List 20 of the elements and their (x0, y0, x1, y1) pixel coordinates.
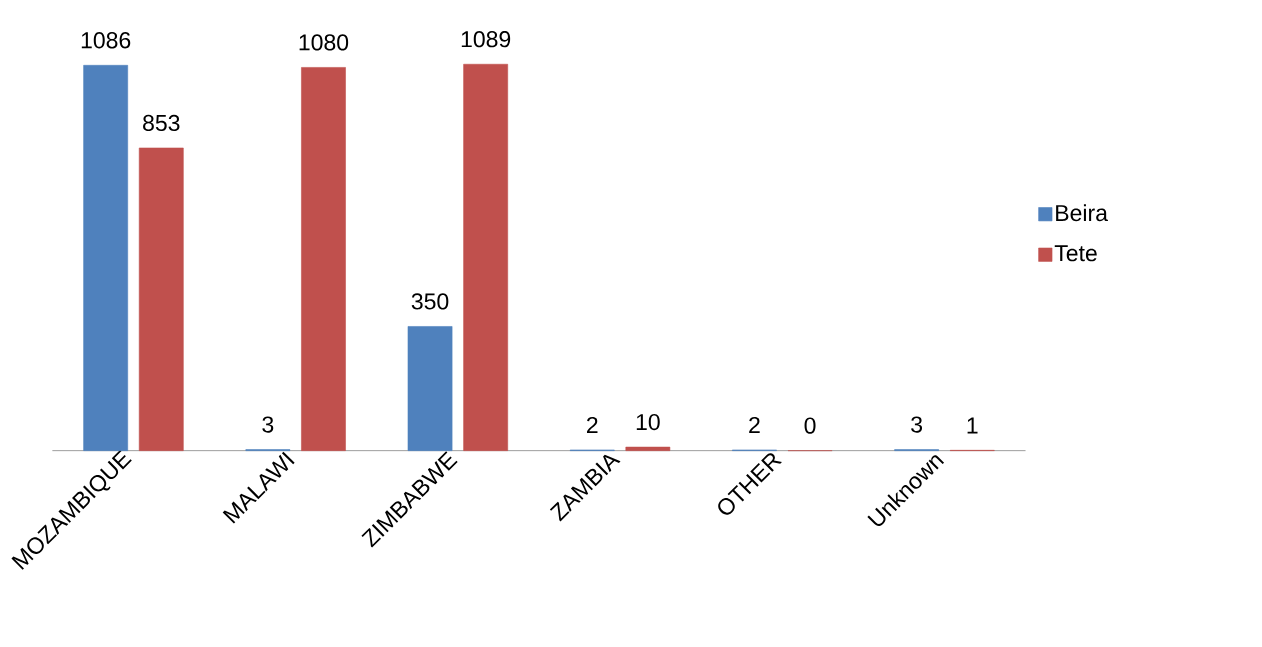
bar (407, 326, 453, 451)
bar (83, 64, 128, 451)
legend-label: Tete (1054, 245, 1097, 262)
data-label: 1 (967, 417, 978, 434)
bar (138, 147, 184, 451)
data-label: 3 (262, 416, 274, 433)
bar (625, 446, 671, 451)
bar (301, 67, 346, 451)
data-label: 2 (749, 416, 760, 433)
data-label: 350 (411, 293, 449, 310)
data-label: 1080 (299, 34, 349, 51)
legend-label: Beira (1056, 204, 1108, 222)
data-label: 2 (587, 416, 598, 433)
data-label: 1089 (461, 30, 511, 48)
bar (463, 63, 508, 451)
data-label: 0 (804, 417, 816, 434)
data-label: 10 (636, 413, 660, 431)
data-label: 1086 (81, 32, 131, 49)
data-label: 3 (911, 416, 923, 433)
data-label: 853 (143, 114, 180, 131)
